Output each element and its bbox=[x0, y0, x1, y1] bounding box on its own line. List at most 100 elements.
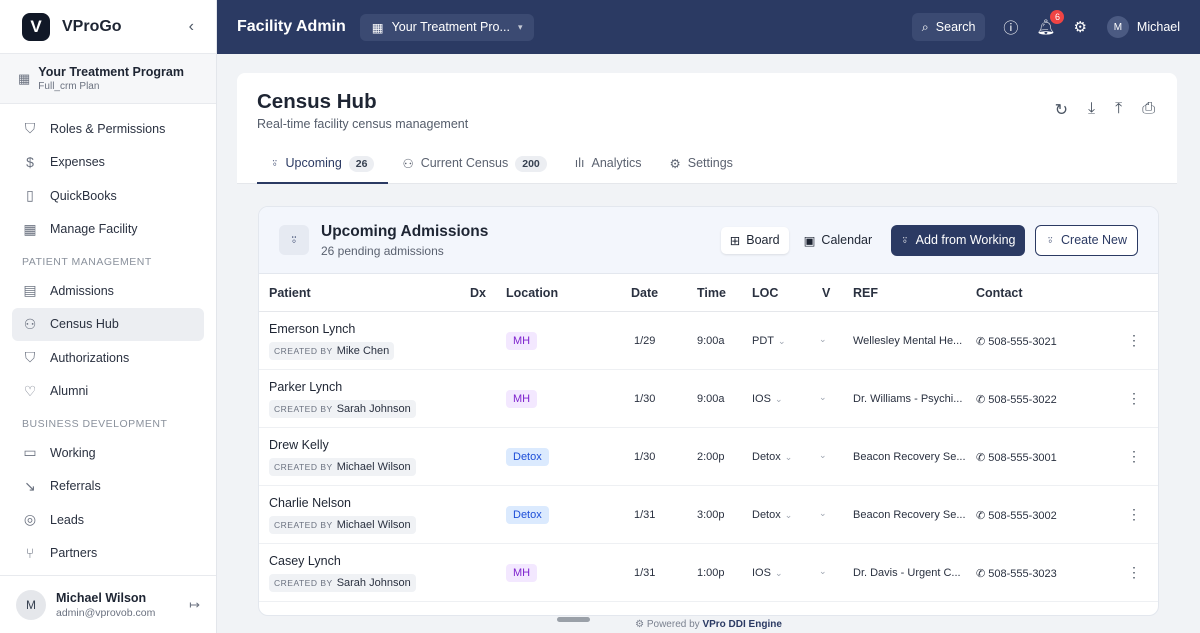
patient-name[interactable]: Drew Kelly bbox=[269, 438, 329, 452]
patient-name[interactable]: Parker Lynch bbox=[269, 380, 343, 394]
created-by-tag: CREATED BY Mike Chen bbox=[269, 342, 395, 360]
sidebar-item-referrals[interactable]: ↘ Referrals bbox=[12, 470, 204, 504]
loc-select[interactable]: Detox ⌄ bbox=[752, 509, 792, 521]
contact-phone[interactable]: ✆ 508-555-3023 bbox=[976, 567, 1057, 580]
sidebar-item-label: Census Hub bbox=[50, 317, 119, 332]
program-label: Your Treatment Pro... bbox=[391, 20, 510, 34]
v-select-chevron-icon[interactable]: ⌄ bbox=[819, 392, 827, 402]
help-icon[interactable]: ⓘ bbox=[1003, 19, 1019, 37]
create-new-button[interactable]: ⍤ Create New bbox=[1035, 224, 1138, 256]
sidebar-item-expenses[interactable]: $ Expenses bbox=[12, 146, 204, 180]
upload-icon[interactable]: ⤒ bbox=[1115, 100, 1123, 117]
refresh-icon[interactable]: ↻ bbox=[1054, 102, 1069, 119]
sidebar-item-census-hub[interactable]: ⚇ Census Hub bbox=[12, 307, 204, 341]
contact-phone[interactable]: ✆ 508-555-3021 bbox=[976, 335, 1057, 348]
sidebar-item-working[interactable]: ▭ Working bbox=[12, 436, 204, 470]
v-select-chevron-icon[interactable]: ⌄ bbox=[819, 508, 827, 518]
resize-handle[interactable] bbox=[557, 617, 590, 622]
footer-prefix: Powered by bbox=[646, 619, 700, 630]
user-email: admin@vprovob.com bbox=[56, 606, 156, 619]
bell-icon[interactable]: 🔔︎ 6 bbox=[1036, 10, 1065, 36]
board-view-button[interactable]: ⊞ Board bbox=[720, 226, 789, 254]
sidebar-item-roles-permissions[interactable]: ⛉ Roles & Permissions bbox=[12, 112, 204, 146]
sidebar-item-manage-facility[interactable]: ▦ Manage Facility bbox=[12, 213, 204, 247]
dollar-icon: $ bbox=[26, 154, 34, 171]
sidebar-item-label: Partners bbox=[50, 546, 98, 561]
v-select-chevron-icon[interactable]: ⌄ bbox=[819, 450, 827, 460]
table-row[interactable]: Emerson Lynch CREATED BY Mike Chen MH 1/2… bbox=[259, 312, 1158, 370]
tab-settings[interactable]: ⚙ Settings bbox=[656, 151, 747, 184]
branch-icon: ⑂ bbox=[25, 545, 35, 562]
program-selector[interactable]: ▦ Your Treatment Pro... ▾ bbox=[359, 13, 535, 41]
sidebar-item-leads[interactable]: ◎ Leads bbox=[12, 503, 204, 537]
sidebar-item-partners[interactable]: ⑂ Partners bbox=[12, 537, 204, 571]
table-row[interactable]: Parker Lynch CREATED BY Sarah Johnson MH … bbox=[259, 370, 1158, 428]
sidebar-item-authorizations[interactable]: ⛉ Authorizations bbox=[12, 341, 204, 375]
admission-date: 1/30 bbox=[634, 451, 656, 463]
loc-select[interactable]: PDT ⌄ bbox=[752, 335, 786, 347]
loc-select[interactable]: Detox ⌄ bbox=[752, 451, 792, 463]
clipboard-icon: ▤ bbox=[23, 282, 37, 299]
phone-number: 508-555-3021 bbox=[988, 336, 1057, 348]
sidebar: V VProGo ‹ ▦ Your Treatment Program Full… bbox=[0, 0, 217, 633]
collapse-sidebar-icon[interactable]: ‹ bbox=[188, 17, 194, 35]
add-from-working-button[interactable]: ⍤ Add from Working bbox=[891, 224, 1026, 256]
gear-icon[interactable]: ⚙ bbox=[1073, 19, 1087, 36]
page-title: Census Hub bbox=[257, 90, 377, 113]
referral-source: Dr. Davis - Urgent C... bbox=[853, 567, 961, 579]
print-icon[interactable]: ⎙ bbox=[1142, 100, 1155, 117]
loc-value: IOS bbox=[752, 393, 771, 405]
v-select-chevron-icon[interactable]: ⌄ bbox=[819, 566, 827, 576]
loc-select[interactable]: IOS ⌄ bbox=[752, 567, 783, 579]
table-row[interactable]: Charlie Nelson CREATED BY Michael Wilson … bbox=[259, 486, 1158, 544]
tab-upcoming[interactable]: ⍤ Upcoming 26 bbox=[257, 151, 389, 184]
button-label: Add from Working bbox=[915, 233, 1016, 247]
more-options-icon[interactable]: ⋮ bbox=[1127, 506, 1141, 522]
sidebar-item-admissions[interactable]: ▤ Admissions bbox=[12, 274, 204, 308]
v-select-chevron-icon[interactable]: ⌄ bbox=[819, 334, 827, 344]
download-icon[interactable]: ⤓ bbox=[1088, 100, 1096, 117]
arrow-icon: ↘ bbox=[24, 477, 36, 494]
column-header-ref: REF bbox=[853, 286, 878, 300]
patient-name[interactable]: Emerson Lynch bbox=[269, 322, 356, 336]
patient-name[interactable]: Casey Lynch bbox=[269, 554, 341, 568]
created-by-label: CREATED BY bbox=[274, 404, 333, 414]
panel-title: Upcoming Admissions bbox=[321, 222, 489, 240]
more-options-icon[interactable]: ⋮ bbox=[1127, 390, 1141, 406]
heart-icon: ♡ bbox=[23, 382, 37, 399]
brand-name: VProGo bbox=[62, 17, 122, 35]
referral-source: Dr. Williams - Psychi... bbox=[853, 393, 963, 405]
sidebar-item-alumni[interactable]: ♡ Alumni bbox=[12, 375, 204, 409]
more-options-icon[interactable]: ⋮ bbox=[1127, 332, 1141, 348]
building-icon: ▦ bbox=[371, 20, 384, 35]
tab-current-census[interactable]: ⚇ Current Census 200 bbox=[388, 151, 560, 184]
notification-badge: 6 bbox=[1050, 10, 1065, 24]
tab-analytics[interactable]: ılı Analytics bbox=[561, 151, 656, 184]
chevron-down-icon: ⌄ bbox=[774, 568, 783, 578]
referral-source: Wellesley Mental He... bbox=[853, 335, 963, 347]
table-row[interactable]: Casey Lynch CREATED BY Sarah Johnson MH 1… bbox=[259, 544, 1158, 602]
org-switcher[interactable]: ▦ Your Treatment Program Full_crm Plan bbox=[0, 54, 216, 104]
search-button[interactable]: ⌕ Search bbox=[911, 13, 986, 41]
column-header-dx: Dx bbox=[470, 286, 486, 300]
loc-select[interactable]: IOS ⌄ bbox=[752, 393, 783, 405]
phone-icon: ✆ bbox=[976, 510, 989, 522]
building-icon: ▦ bbox=[23, 220, 37, 237]
user-plus-icon: ⍤ bbox=[901, 232, 909, 247]
patient-name[interactable]: Charlie Nelson bbox=[269, 496, 351, 510]
logout-icon[interactable]: ↦ bbox=[189, 596, 200, 612]
phone-number: 508-555-3002 bbox=[988, 510, 1057, 522]
user-menu[interactable]: M Michael bbox=[1106, 16, 1180, 38]
contact-phone[interactable]: ✆ 508-555-3001 bbox=[976, 451, 1057, 464]
upcoming-admissions-panel: ⍤ Upcoming Admissions 26 pending admissi… bbox=[258, 206, 1159, 616]
more-options-icon[interactable]: ⋮ bbox=[1127, 564, 1141, 580]
contact-phone[interactable]: ✆ 508-555-3022 bbox=[976, 393, 1057, 406]
sidebar-item-quickbooks[interactable]: ▯ QuickBooks bbox=[12, 179, 204, 213]
table-row[interactable]: Drew Kelly CREATED BY Michael Wilson Deto… bbox=[259, 428, 1158, 486]
contact-phone[interactable]: ✆ 508-555-3002 bbox=[976, 509, 1057, 522]
phone-icon: ✆ bbox=[976, 336, 989, 348]
column-header-time: Time bbox=[697, 286, 726, 300]
more-options-icon[interactable]: ⋮ bbox=[1127, 448, 1141, 464]
calendar-view-button[interactable]: ▣ Calendar bbox=[795, 227, 882, 254]
admission-time: 9:00a bbox=[697, 335, 725, 347]
